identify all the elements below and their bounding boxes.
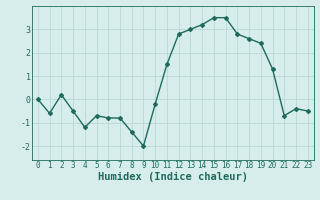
- X-axis label: Humidex (Indice chaleur): Humidex (Indice chaleur): [98, 172, 248, 182]
